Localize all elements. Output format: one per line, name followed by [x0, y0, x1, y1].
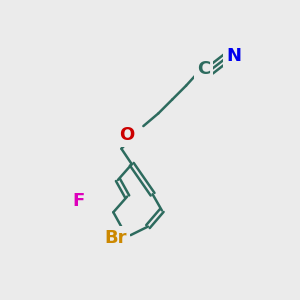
Text: N: N: [226, 46, 241, 64]
Text: C: C: [197, 61, 210, 79]
Text: Br: Br: [104, 229, 127, 247]
Text: O: O: [120, 126, 135, 144]
Text: F: F: [73, 192, 85, 210]
